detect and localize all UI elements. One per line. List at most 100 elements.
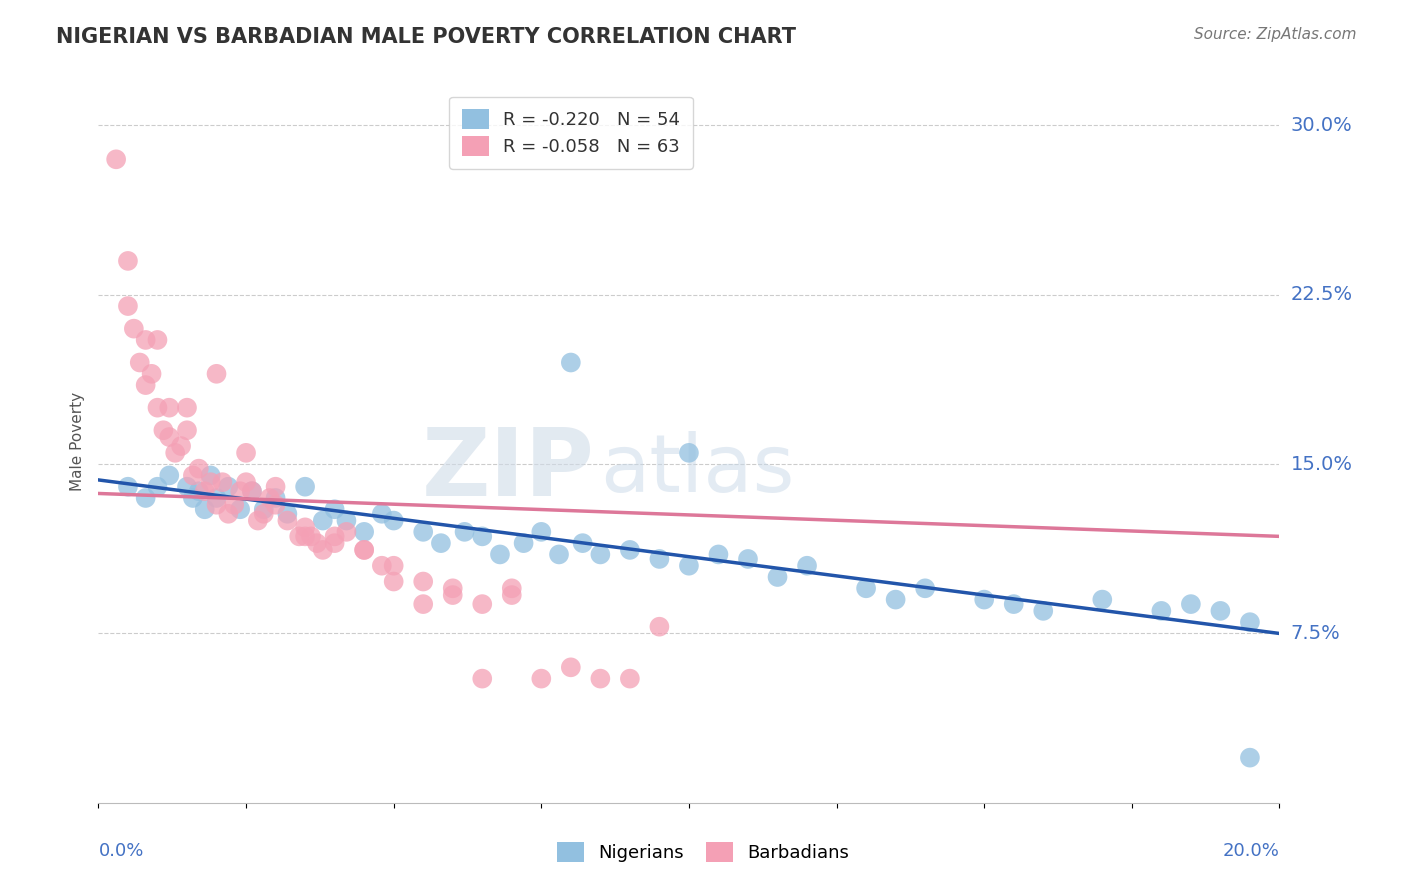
Point xyxy=(501,582,523,596)
Point xyxy=(146,401,169,415)
Point xyxy=(1209,604,1232,618)
Point xyxy=(471,597,494,611)
Point xyxy=(288,529,311,543)
Point xyxy=(560,660,582,674)
Point xyxy=(1180,597,1202,611)
Point xyxy=(264,498,287,512)
Point xyxy=(382,574,405,589)
Point xyxy=(205,367,228,381)
Point xyxy=(589,548,612,562)
Point xyxy=(1002,597,1025,611)
Point xyxy=(187,484,209,499)
Point xyxy=(1032,604,1054,618)
Point xyxy=(796,558,818,573)
Point xyxy=(530,672,553,686)
Point xyxy=(205,498,228,512)
Point xyxy=(224,498,246,512)
Point xyxy=(165,446,187,460)
Point xyxy=(441,588,464,602)
Point xyxy=(619,672,641,686)
Point xyxy=(884,592,907,607)
Point xyxy=(648,620,671,634)
Point xyxy=(176,423,198,437)
Point xyxy=(229,484,252,499)
Point xyxy=(157,401,180,415)
Point xyxy=(489,548,512,562)
Point xyxy=(353,542,375,557)
Point xyxy=(181,491,204,505)
Point xyxy=(382,558,405,573)
Point xyxy=(512,536,534,550)
Legend: R = -0.220   N = 54, R = -0.058   N = 63: R = -0.220 N = 54, R = -0.058 N = 63 xyxy=(449,96,693,169)
Point xyxy=(276,514,298,528)
Point xyxy=(146,333,169,347)
Point xyxy=(678,558,700,573)
Point xyxy=(571,536,593,550)
Point xyxy=(323,529,346,543)
Point xyxy=(441,582,464,596)
Point xyxy=(323,502,346,516)
Point xyxy=(412,524,434,539)
Point xyxy=(176,480,198,494)
Point xyxy=(294,520,316,534)
Point xyxy=(353,524,375,539)
Text: atlas: atlas xyxy=(600,432,794,509)
Point xyxy=(176,401,198,415)
Point xyxy=(276,507,298,521)
Point xyxy=(766,570,789,584)
Point xyxy=(157,468,180,483)
Point xyxy=(648,552,671,566)
Point xyxy=(181,468,204,483)
Point xyxy=(914,582,936,596)
Point xyxy=(117,299,139,313)
Point xyxy=(530,524,553,539)
Point xyxy=(264,480,287,494)
Point xyxy=(707,548,730,562)
Point xyxy=(1239,750,1261,764)
Text: 20.0%: 20.0% xyxy=(1223,842,1279,860)
Legend: Nigerians, Barbadians: Nigerians, Barbadians xyxy=(550,835,856,870)
Text: Source: ZipAtlas.com: Source: ZipAtlas.com xyxy=(1194,27,1357,42)
Text: 22.5%: 22.5% xyxy=(1291,285,1353,304)
Text: NIGERIAN VS BARBADIAN MALE POVERTY CORRELATION CHART: NIGERIAN VS BARBADIAN MALE POVERTY CORRE… xyxy=(56,27,796,46)
Point xyxy=(1239,615,1261,630)
Y-axis label: Male Poverty: Male Poverty xyxy=(69,392,84,491)
Point xyxy=(194,484,217,499)
Point xyxy=(471,529,494,543)
Text: 30.0%: 30.0% xyxy=(1291,116,1353,135)
Point xyxy=(371,507,394,521)
Point xyxy=(1091,592,1114,607)
Point xyxy=(312,514,335,528)
Point xyxy=(412,597,434,611)
Point xyxy=(737,552,759,566)
Point xyxy=(146,480,169,494)
Text: 0.0%: 0.0% xyxy=(98,842,143,860)
Point xyxy=(294,529,316,543)
Point xyxy=(117,253,139,268)
Point xyxy=(305,536,328,550)
Text: 15.0%: 15.0% xyxy=(1291,455,1353,474)
Point xyxy=(135,378,157,392)
Point xyxy=(211,475,233,490)
Point xyxy=(205,491,228,505)
Point xyxy=(323,536,346,550)
Point xyxy=(135,491,157,505)
Point xyxy=(187,461,209,475)
Point xyxy=(235,446,257,460)
Point xyxy=(453,524,475,539)
Point xyxy=(430,536,453,550)
Point xyxy=(619,542,641,557)
Point xyxy=(217,507,239,521)
Point xyxy=(382,514,405,528)
Point xyxy=(560,355,582,369)
Point xyxy=(117,480,139,494)
Point xyxy=(240,484,263,499)
Point xyxy=(264,491,287,505)
Point xyxy=(170,439,193,453)
Point xyxy=(194,502,217,516)
Point xyxy=(253,507,276,521)
Point xyxy=(353,542,375,557)
Point xyxy=(246,514,269,528)
Point xyxy=(548,548,571,562)
Point xyxy=(501,588,523,602)
